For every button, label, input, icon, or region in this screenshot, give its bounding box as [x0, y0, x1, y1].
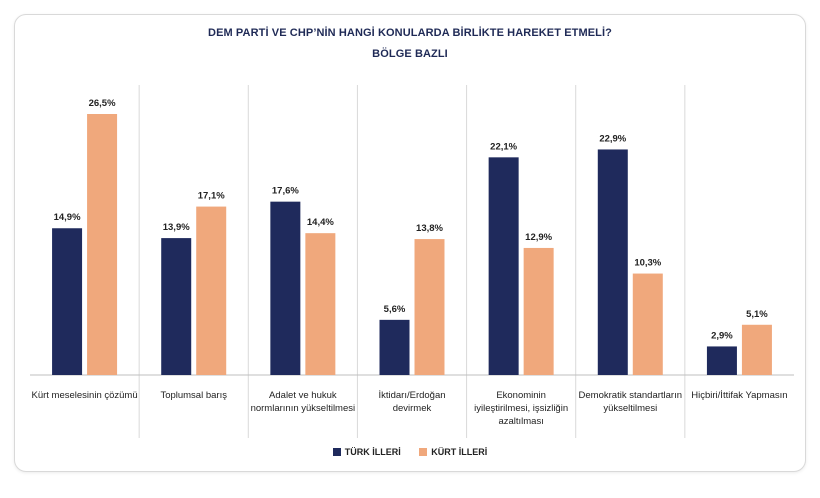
bar-series2 [414, 239, 445, 375]
data-label-series1: 13,9% [163, 222, 190, 233]
bar-series2 [87, 114, 118, 375]
bar-series2 [523, 247, 554, 375]
category-label: Adalet ve hukuk normlarının yükseltilmesi [251, 390, 356, 414]
category-label: Demokratik standartların yükseltilmesi [579, 390, 682, 414]
legend-item-series1: TÜRK İLLERİ [332, 447, 401, 457]
data-label-series1: 17,6% [272, 186, 299, 197]
bar-series1 [52, 228, 83, 375]
data-label-series2: 26,5% [89, 98, 116, 109]
category-label: İktidarı/Erdoğan devirmek [378, 390, 445, 414]
bar-series1 [379, 319, 410, 375]
category-label: Ekonominin iyileştirilmesi, işsizliğin aza… [474, 390, 568, 427]
data-label-series1: 14,9% [54, 212, 81, 223]
bar-series2 [632, 273, 663, 375]
bar-series1 [597, 149, 628, 375]
chart-card [14, 14, 806, 472]
bar-series1 [706, 346, 737, 375]
data-label-series1: 5,6% [384, 304, 406, 315]
data-label-series1: 22,9% [599, 133, 626, 144]
data-label-series2: 17,1% [198, 191, 225, 202]
category-label: Toplumsal barış [160, 390, 227, 401]
bar-series1 [270, 201, 301, 375]
bar-series2 [305, 233, 336, 375]
legend-label-series2: KÜRT İLLERİ [431, 447, 488, 457]
chart-legend: TÜRK İLLERİ KÜRT İLLERİ [0, 447, 820, 458]
bar-series1 [161, 238, 192, 375]
bar-series2 [741, 324, 772, 375]
legend-item-series2: KÜRT İLLERİ [419, 447, 487, 457]
bar-series1 [488, 157, 519, 375]
chart-title: DEM PARTİ VE CHP’NİN HANGİ KONULARDA BİR… [208, 27, 612, 39]
category-label: Hiçbiri/İttifak Yapmasın [691, 390, 787, 401]
chart-subtitle: BÖLGE BAZLI [372, 48, 448, 60]
data-label-series2: 5,1% [746, 309, 768, 320]
legend-swatch-series1 [332, 448, 341, 456]
legend-label-series1: TÜRK İLLERİ [344, 447, 401, 457]
bar-series2 [196, 206, 227, 375]
data-label-series2: 13,8% [416, 223, 443, 234]
legend-swatch-series2 [419, 448, 428, 456]
data-label-series2: 12,9% [525, 232, 552, 243]
category-label: Kürt meselesinin çözümü [32, 390, 138, 401]
data-label-series1: 22,1% [490, 141, 517, 152]
data-label-series1: 2,9% [711, 330, 733, 341]
data-label-series2: 14,4% [307, 217, 334, 228]
data-label-series2: 10,3% [634, 258, 661, 269]
